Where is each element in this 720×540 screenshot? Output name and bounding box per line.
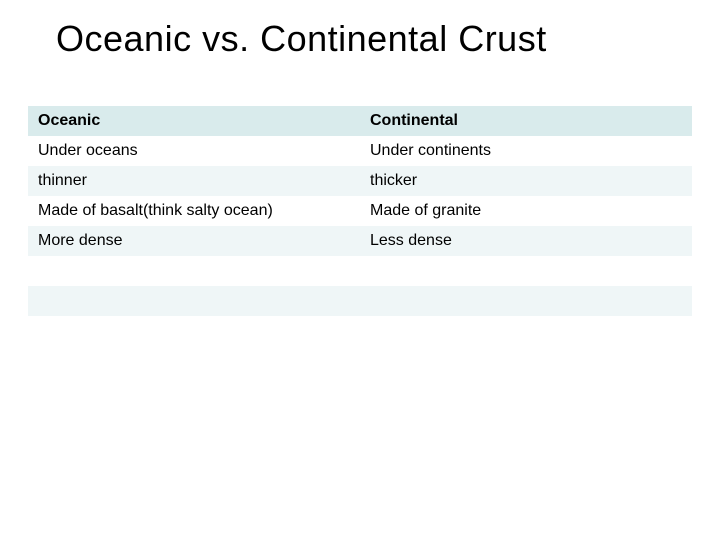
- table-row: [28, 286, 692, 316]
- col-header-continental: Continental: [360, 106, 692, 136]
- table-row: [28, 256, 692, 286]
- table-row: [28, 316, 692, 346]
- cell: thicker: [360, 166, 692, 196]
- cell: More dense: [28, 226, 360, 256]
- cell: thinner: [28, 166, 360, 196]
- cell: [360, 256, 692, 286]
- table-header-row: Oceanic Continental: [28, 106, 692, 136]
- col-header-oceanic: Oceanic: [28, 106, 360, 136]
- cell: [360, 316, 692, 346]
- table-row: thinner thicker: [28, 166, 692, 196]
- table-row: Under oceans Under continents: [28, 136, 692, 166]
- cell: [28, 316, 360, 346]
- slide: Oceanic vs. Continental Crust Oceanic Co…: [0, 0, 720, 540]
- cell: [28, 286, 360, 316]
- cell: Less dense: [360, 226, 692, 256]
- cell: [28, 256, 360, 286]
- slide-title: Oceanic vs. Continental Crust: [56, 18, 692, 60]
- cell: Made of granite: [360, 196, 692, 226]
- cell: Under continents: [360, 136, 692, 166]
- cell: [360, 286, 692, 316]
- cell: Made of basalt(think salty ocean): [28, 196, 360, 226]
- table-row: Made of basalt(think salty ocean) Made o…: [28, 196, 692, 226]
- cell: Under oceans: [28, 136, 360, 166]
- comparison-table: Oceanic Continental Under oceans Under c…: [28, 106, 692, 346]
- table-row: More dense Less dense: [28, 226, 692, 256]
